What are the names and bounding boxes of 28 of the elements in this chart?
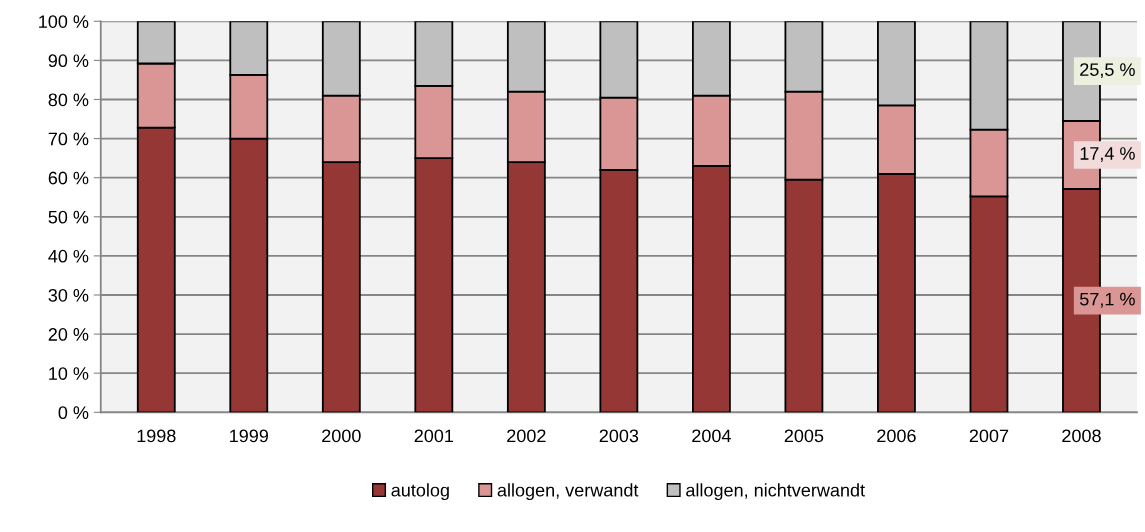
legend-label: allogen, verwandt — [497, 483, 639, 501]
x-tick-label: 2006 — [877, 429, 916, 443]
x-tick-label: 2005 — [784, 429, 824, 443]
y-tick-label: 70 % — [48, 132, 89, 146]
x-tick-label: 2004 — [692, 429, 731, 443]
y-tick-label: 40 % — [48, 249, 89, 263]
x-tick-label: 2008 — [1062, 429, 1101, 443]
y-tick-label: 80 % — [48, 93, 89, 107]
y-tick-label: 10 % — [49, 367, 89, 380]
x-tick-label: 1999 — [230, 429, 269, 443]
y-tick-label: 0 % — [58, 406, 89, 420]
y-tick-label: 90 % — [48, 54, 89, 68]
data-label: 57,1 % — [1080, 292, 1135, 308]
y-tick-label: 30 % — [48, 288, 89, 302]
x-tick-label: 2001 — [414, 429, 454, 443]
x-tick-label: 2002 — [507, 429, 546, 443]
x-tick-label: 2000 — [322, 429, 361, 443]
y-tick-label: 20 % — [48, 328, 89, 341]
y-tick-label: 60 % — [48, 171, 89, 185]
x-tick-label: 1998 — [137, 429, 176, 443]
x-tick-label: 2007 — [969, 429, 1009, 443]
data-label: 17,4 % — [1080, 147, 1135, 162]
legend-label: allogen, nichtverwandt — [686, 483, 865, 501]
data-label: 25,5 % — [1080, 63, 1135, 79]
x-tick-label: 2003 — [599, 429, 639, 443]
y-tick-label: 50 % — [48, 210, 89, 224]
y-tick-label: 100 % — [39, 15, 89, 28]
legend-label: autolog — [391, 483, 449, 501]
